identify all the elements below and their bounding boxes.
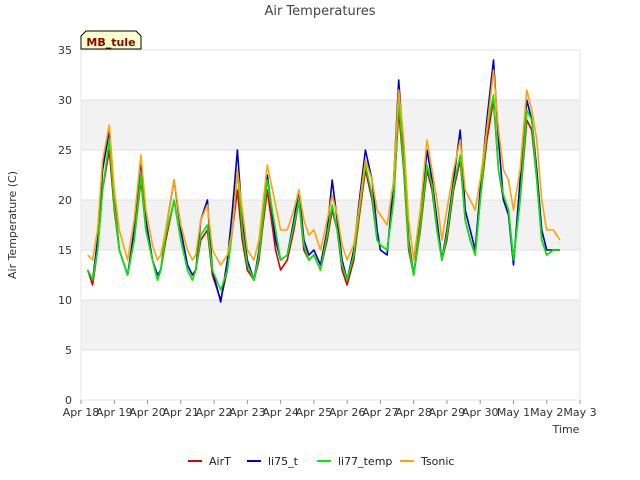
series-line-li77-temp <box>86 94 560 291</box>
series-layer <box>86 59 561 303</box>
site-badge: MB_tule <box>80 30 142 50</box>
y-tick-label: 5 <box>65 344 72 357</box>
x-tick-label: Apr 26 <box>329 406 366 419</box>
x-tick-label: Apr 30 <box>462 406 499 419</box>
x-tick-label: Apr 20 <box>129 406 166 419</box>
legend: AirT li75_t li77_temp Tsonic <box>188 455 454 468</box>
y-axis-label: Air Temperature (C) <box>6 171 19 279</box>
series-line-tsonic <box>87 69 561 266</box>
x-tick-label: Apr 22 <box>196 406 233 419</box>
plot-band <box>81 300 580 350</box>
site-badge-box <box>80 30 142 50</box>
y-tick-label: 25 <box>58 144 72 157</box>
plot-band <box>81 100 580 150</box>
x-tick-label: Apr 29 <box>429 406 466 419</box>
y-tick-label: 20 <box>58 194 72 207</box>
y-tick-label: 15 <box>58 244 72 257</box>
x-tick-label: May 2 <box>530 406 563 419</box>
x-tick-label: May 1 <box>497 406 530 419</box>
legend-label: Tsonic <box>420 455 454 468</box>
y-tick-label: 10 <box>58 294 72 307</box>
plot-border <box>80 49 581 401</box>
chart-title: Air Temperatures <box>264 4 375 19</box>
x-tick-label: Apr 24 <box>262 406 299 419</box>
x-tick-label: Apr 27 <box>362 406 399 419</box>
y-tick-label: 35 <box>58 44 72 57</box>
x-axis-label: Time <box>552 423 580 436</box>
x-tick-label: Apr 18 <box>63 406 100 419</box>
y-axis: 0 5 10 15 20 25 30 35 <box>58 44 72 407</box>
x-tick-label: Apr 23 <box>229 406 266 419</box>
y-tick-label: 0 <box>65 394 72 407</box>
site-badge-label: MB_tule <box>86 36 135 49</box>
x-tick-label: May 3 <box>563 406 596 419</box>
x-tick-label: Apr 21 <box>163 406 200 419</box>
x-tick-label: Apr 19 <box>96 406 133 419</box>
x-tick-label: Apr 25 <box>296 406 333 419</box>
legend-label: li75_t <box>268 455 299 468</box>
legend-label: AirT <box>209 455 231 468</box>
legend-label: li77_temp <box>338 455 392 468</box>
x-tick-label: Apr 28 <box>395 406 432 419</box>
y-tick-label: 30 <box>58 94 72 107</box>
